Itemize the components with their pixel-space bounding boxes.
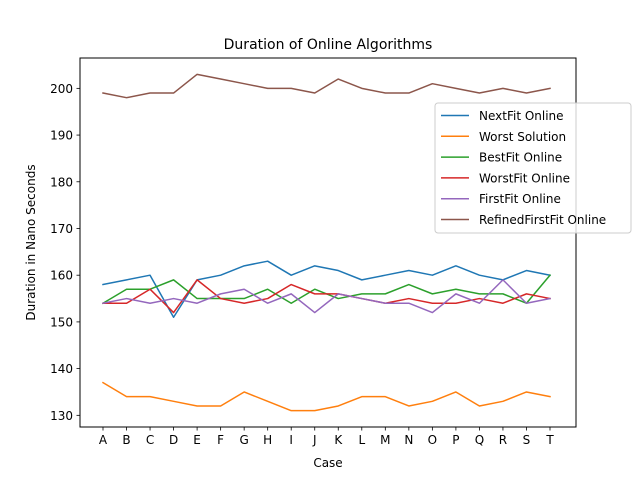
x-axis-title: Case [313,456,342,470]
x-tick-label: O [428,433,437,447]
legend: NextFit Online Worst Solution BestFit Onli… [434,102,632,234]
x-tick-label: P [452,433,459,447]
legend-label-refinedfirstfit-online: RefinedFirstFit Online [479,213,606,227]
x-tick-label: B [122,433,130,447]
x-tick-label: G [240,433,249,447]
series-line-worst-solution [101,381,551,412]
y-tick-label: 130 [50,409,73,423]
y-tick-label: 180 [50,175,73,189]
plot-area [79,57,577,428]
chart-title: Duration of Online Algorithms [224,37,433,53]
x-tick-label: A [99,433,108,447]
x-tick-label: I [289,433,293,447]
x-tick-label: D [169,433,178,447]
y-tick-label: 200 [50,82,73,96]
plot-frame [79,57,577,428]
x-tick-label: C [146,433,154,447]
y-tick-label: 160 [50,269,73,283]
legend-label-nextfit-online: NextFit Online [479,109,564,123]
legend-box [434,102,632,234]
y-axis: 130 140 150 160 170 180 190 200 [50,82,80,423]
x-tick-label: H [263,433,272,447]
legend-label-bestfit-online: BestFit Online [479,151,562,165]
series-line-refinedfirstfit-online [102,73,551,99]
legend-label-firstfit-online: FirstFit Online [479,192,561,206]
x-tick-label: T [545,433,554,447]
x-tick-label: S [523,433,531,447]
y-tick-label: 190 [50,129,73,143]
series-line-worstfit-online [102,279,551,314]
x-tick-label: N [404,433,413,447]
series-layer [101,73,552,412]
series-line-firstfit-online [102,279,551,314]
y-axis-title: Duration in Nano Seconds [24,164,38,320]
legend-label-worst-solution: Worst Solution [479,130,566,144]
x-tick-label: E [193,433,201,447]
y-tick-label: 140 [50,362,73,376]
x-tick-label: M [380,433,390,447]
x-tick-label: K [334,433,343,447]
series-line-nextfit-online [102,260,551,318]
legend-label-worstfit-online: WorstFit Online [479,171,570,185]
x-tick-label: F [217,433,224,447]
x-tick-label: J [312,433,317,447]
x-tick-label: Q [475,433,484,447]
y-tick-label: 170 [50,222,73,236]
x-tick-label: R [499,433,507,447]
y-tick-label: 150 [50,315,73,329]
x-tick-label: L [358,433,365,447]
